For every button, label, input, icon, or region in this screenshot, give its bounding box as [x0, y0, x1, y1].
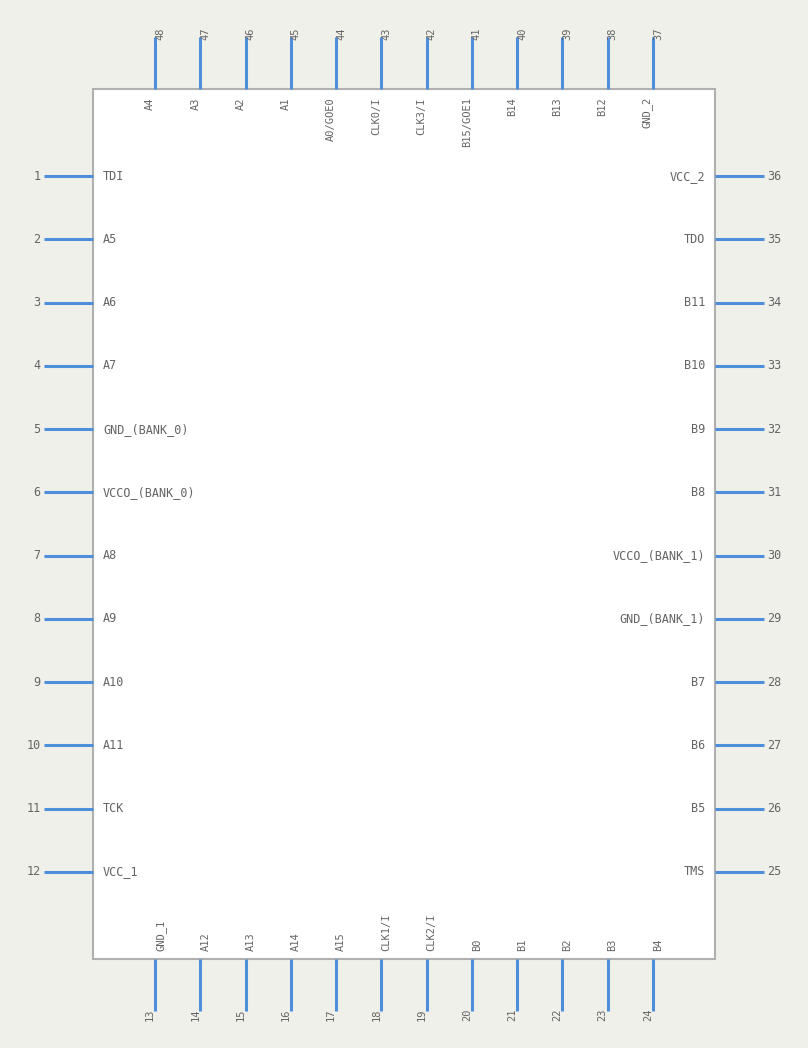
Text: B2: B2: [562, 938, 572, 951]
Text: 4: 4: [33, 359, 40, 372]
Text: CLK1/I: CLK1/I: [381, 914, 391, 951]
Text: B14: B14: [507, 97, 517, 116]
Text: 7: 7: [33, 549, 40, 562]
Text: 32: 32: [768, 422, 782, 436]
Text: A4: A4: [145, 97, 155, 110]
Text: 19: 19: [417, 1008, 427, 1021]
Text: 18: 18: [372, 1008, 381, 1021]
Text: VCC_1: VCC_1: [103, 866, 138, 878]
Text: 26: 26: [768, 802, 782, 815]
Text: A13: A13: [246, 932, 255, 951]
Text: 28: 28: [768, 676, 782, 689]
Text: A9: A9: [103, 612, 117, 626]
Text: CLK2/I: CLK2/I: [427, 914, 436, 951]
Text: 16: 16: [281, 1008, 291, 1021]
Text: A5: A5: [103, 233, 117, 246]
Text: 39: 39: [562, 27, 572, 40]
Text: B8: B8: [691, 486, 705, 499]
Text: 23: 23: [598, 1008, 608, 1021]
Text: 9: 9: [33, 676, 40, 689]
Text: A14: A14: [291, 932, 301, 951]
Text: 29: 29: [768, 612, 782, 626]
Bar: [93, 89, 715, 959]
Text: 44: 44: [336, 27, 346, 40]
Text: GND_2: GND_2: [642, 97, 653, 128]
Text: 20: 20: [462, 1008, 472, 1021]
Text: 22: 22: [553, 1008, 562, 1021]
Text: 35: 35: [768, 233, 782, 246]
Text: CLK0/I: CLK0/I: [372, 97, 381, 134]
Text: B13: B13: [553, 97, 562, 116]
Text: 1: 1: [33, 170, 40, 182]
Text: 17: 17: [326, 1008, 336, 1021]
Text: 11: 11: [26, 802, 40, 815]
Text: 34: 34: [768, 297, 782, 309]
Text: 5: 5: [33, 422, 40, 436]
Text: B5: B5: [691, 802, 705, 815]
Text: 10: 10: [26, 739, 40, 751]
Text: A10: A10: [103, 676, 124, 689]
Text: 12: 12: [26, 866, 40, 878]
Text: 13: 13: [145, 1008, 155, 1021]
Text: 37: 37: [653, 27, 663, 40]
Text: B11: B11: [684, 297, 705, 309]
Text: A0/GOE0: A0/GOE0: [326, 97, 336, 140]
Text: B4: B4: [653, 938, 663, 951]
Text: 27: 27: [768, 739, 782, 751]
Text: TCK: TCK: [103, 802, 124, 815]
Text: TMS: TMS: [684, 866, 705, 878]
Text: B10: B10: [684, 359, 705, 372]
Text: B12: B12: [598, 97, 608, 116]
Text: CLK3/I: CLK3/I: [417, 97, 427, 134]
Text: 41: 41: [472, 27, 482, 40]
Text: 2: 2: [33, 233, 40, 246]
Text: 36: 36: [768, 170, 782, 182]
Text: 40: 40: [517, 27, 527, 40]
Text: 46: 46: [246, 27, 255, 40]
Text: A6: A6: [103, 297, 117, 309]
Text: 33: 33: [768, 359, 782, 372]
Text: B3: B3: [608, 938, 617, 951]
Text: A2: A2: [236, 97, 246, 110]
Text: 42: 42: [427, 27, 436, 40]
Text: B9: B9: [691, 422, 705, 436]
Text: A15: A15: [336, 932, 346, 951]
Text: GND_1: GND_1: [155, 920, 166, 951]
Text: A1: A1: [281, 97, 291, 110]
Text: 30: 30: [768, 549, 782, 562]
Text: 38: 38: [608, 27, 617, 40]
Text: B6: B6: [691, 739, 705, 751]
Text: 43: 43: [381, 27, 391, 40]
Text: 21: 21: [507, 1008, 517, 1021]
Text: 15: 15: [236, 1008, 246, 1021]
Text: A12: A12: [200, 932, 210, 951]
Text: GND_(BANK_0): GND_(BANK_0): [103, 422, 188, 436]
Text: B15/GOE1: B15/GOE1: [462, 97, 472, 147]
Text: 47: 47: [200, 27, 210, 40]
Text: 45: 45: [291, 27, 301, 40]
Text: 6: 6: [33, 486, 40, 499]
Text: VCCO_(BANK_0): VCCO_(BANK_0): [103, 486, 196, 499]
Text: 48: 48: [155, 27, 165, 40]
Text: 24: 24: [643, 1008, 653, 1021]
Text: B7: B7: [691, 676, 705, 689]
Text: A8: A8: [103, 549, 117, 562]
Text: 3: 3: [33, 297, 40, 309]
Text: GND_(BANK_1): GND_(BANK_1): [620, 612, 705, 626]
Text: 31: 31: [768, 486, 782, 499]
Text: VCC_2: VCC_2: [670, 170, 705, 182]
Text: VCCO_(BANK_1): VCCO_(BANK_1): [612, 549, 705, 562]
Text: 8: 8: [33, 612, 40, 626]
Text: TDO: TDO: [684, 233, 705, 246]
Text: B0: B0: [472, 938, 482, 951]
Text: 14: 14: [191, 1008, 200, 1021]
Text: A3: A3: [191, 97, 200, 110]
Text: B1: B1: [517, 938, 527, 951]
Text: A7: A7: [103, 359, 117, 372]
Text: 25: 25: [768, 866, 782, 878]
Text: A11: A11: [103, 739, 124, 751]
Text: TDI: TDI: [103, 170, 124, 182]
